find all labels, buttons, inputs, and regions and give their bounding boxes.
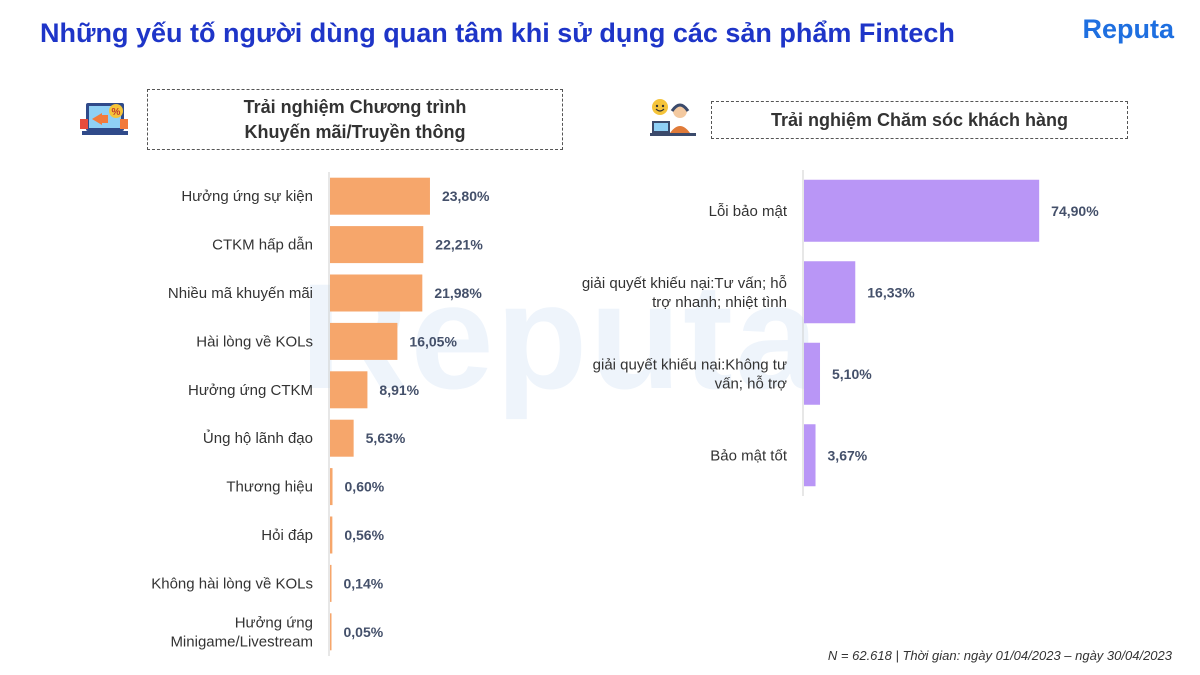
left-bar: [330, 468, 333, 506]
left-panel-header: Trải nghiệm Chương trình Khuyến mãi/Truy…: [147, 89, 563, 150]
left-bar: [330, 322, 398, 360]
right-bar: [804, 261, 856, 324]
footnote: N = 62.618 | Thời gian: ngày 01/04/2023 …: [827, 648, 1172, 663]
left-category-label: Hưởng ứng Minigame/Livestream: [170, 614, 313, 650]
left-category-label: Hỏi đáp: [261, 527, 313, 544]
left-category-label: Thương hiệu: [226, 479, 313, 496]
left-panel-title: Trải nghiệm Chương trình Khuyến mãi/Truy…: [243, 97, 467, 142]
left-value-label: 23,80%: [442, 188, 490, 204]
left-value-label: 8,91%: [379, 382, 419, 398]
right-value-label: 5,10%: [832, 366, 872, 382]
right-panel-title: Trải nghiệm Chăm sóc khách hàng: [770, 109, 1069, 130]
right-category-label: Bảo mật tốt: [710, 447, 788, 464]
right-category-label: giải quyết khiếu nại:Không tư vấn; hỗ trợ: [593, 356, 788, 392]
left-category-label: Hài lòng về KOLs: [196, 333, 313, 350]
promotion-megaphone-icon: %: [80, 97, 130, 146]
svg-text:%: %: [112, 107, 121, 118]
right-bar-chart: 74,90% Lỗi bảo mật 16,33% giải quyết khiếu …: [582, 170, 1099, 496]
left-value-label: 22,21%: [435, 237, 483, 253]
right-bar: [804, 342, 821, 405]
right-panel-header: Trải nghiệm Chăm sóc khách hàng: [711, 101, 1128, 139]
left-bar: [330, 564, 332, 602]
left-value-label: 0,56%: [344, 527, 384, 543]
brand-logo: Reputa: [1082, 14, 1174, 44]
right-category-label: giải quyết khiếu nại:Tư vấn; hỗ trợ nhanh…: [582, 275, 787, 311]
left-bar: [330, 371, 368, 409]
left-category-label: Không hài lòng về KOLs: [151, 575, 313, 592]
page-title: Những yếu tố người dùng quan tâm khi sử …: [40, 18, 955, 48]
customer-support-icon: [648, 97, 698, 146]
right-value-label: 3,67%: [828, 447, 868, 463]
left-value-label: 0,14%: [344, 575, 384, 591]
left-category-label: Ủng hộ lãnh đạo: [203, 429, 313, 447]
left-value-label: 5,63%: [366, 430, 406, 446]
left-bar-chart: 23,80% Hưởng ứng sự kiện 22,21% CTKM hấp dẫ…: [151, 172, 490, 656]
left-category-label: Hưởng ứng sự kiện: [181, 188, 313, 205]
right-value-label: 16,33%: [867, 284, 915, 300]
right-value-label: 74,90%: [1051, 203, 1099, 219]
right-bar: [804, 179, 1040, 242]
left-bar: [330, 613, 332, 651]
left-bar: [330, 274, 423, 312]
left-bar: [330, 226, 424, 264]
left-value-label: 16,05%: [409, 333, 457, 349]
right-bar: [804, 424, 816, 487]
left-category-label: CTKM hấp dẫn: [212, 237, 313, 254]
left-value-label: 0,60%: [345, 479, 385, 495]
left-bar: [330, 516, 333, 554]
left-value-label: 21,98%: [434, 285, 482, 301]
left-bar: [330, 177, 430, 215]
left-value-label: 0,05%: [344, 624, 384, 640]
left-category-label: Hưởng ứng CTKM: [188, 382, 313, 399]
left-category-label: Nhiều mã khuyến mãi: [168, 285, 313, 302]
left-bar: [330, 419, 354, 457]
right-category-label: Lỗi bảo mật: [709, 203, 788, 220]
